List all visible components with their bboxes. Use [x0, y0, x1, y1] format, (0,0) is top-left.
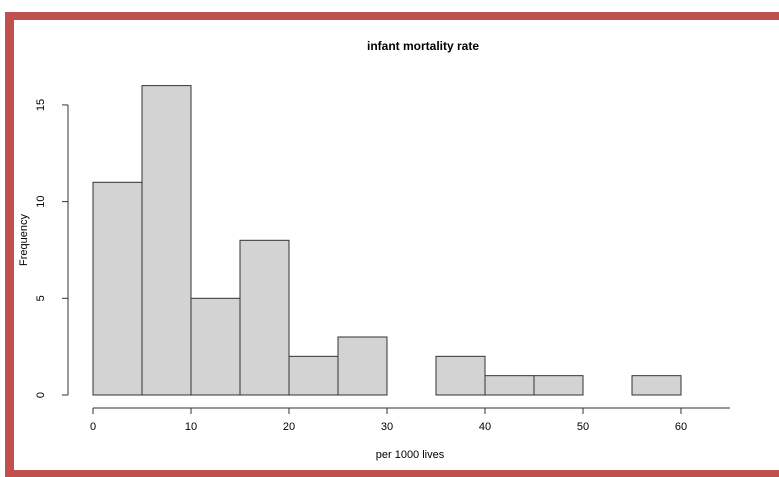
bar	[92, 181, 143, 396]
bar	[435, 355, 486, 396]
y-tick-label: 15	[35, 99, 47, 111]
bar	[337, 336, 388, 396]
x-tick-label: 20	[283, 421, 295, 433]
x-tick-label: 10	[185, 421, 197, 433]
x-tick-label: 30	[381, 421, 393, 433]
bar	[288, 355, 339, 396]
y-tick-label: 0	[35, 392, 47, 398]
bar	[484, 375, 535, 396]
y-tick-label: 10	[35, 196, 47, 208]
x-tick-label: 40	[479, 421, 491, 433]
bar	[141, 85, 192, 396]
y-tick-label: 5	[35, 295, 47, 301]
x-tick-label: 0	[90, 421, 96, 433]
x-tick-label: 60	[675, 421, 687, 433]
bar	[631, 375, 682, 396]
y-axis-label: Frequency	[18, 214, 30, 266]
x-axis-label: per 1000 lives	[376, 449, 445, 461]
bar	[190, 297, 241, 396]
x-tick-label: 50	[577, 421, 589, 433]
bar	[239, 239, 290, 396]
bar	[533, 375, 584, 396]
chart-title: infant mortality rate	[367, 39, 479, 53]
